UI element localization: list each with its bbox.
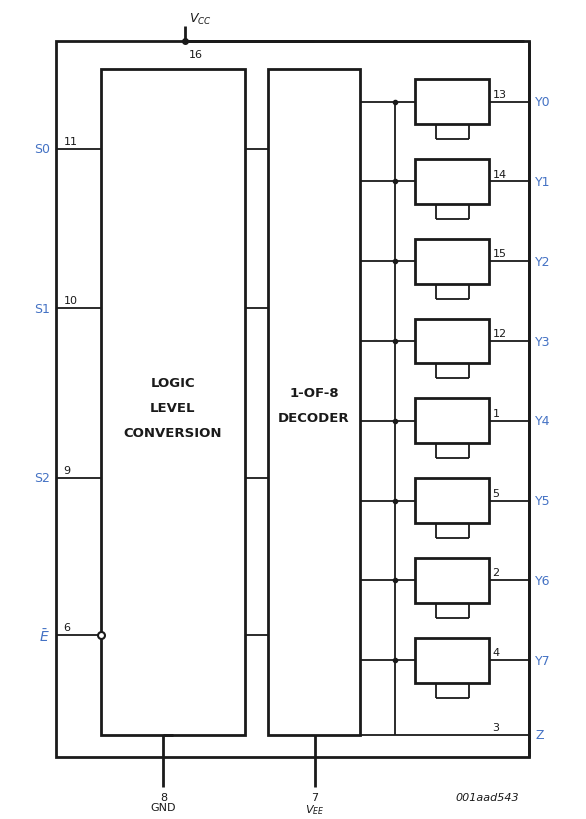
Text: 9: 9 [64, 465, 71, 475]
Text: CONVERSION: CONVERSION [124, 427, 222, 440]
Bar [415, 80, 489, 125]
Bar [415, 160, 489, 205]
Text: 11: 11 [64, 137, 77, 147]
Text: $\bar{E}$: $\bar{E}$ [39, 627, 50, 644]
Bar [101, 70, 245, 735]
Text: 7: 7 [311, 792, 319, 802]
Bar [415, 399, 489, 444]
Text: 4: 4 [492, 647, 500, 658]
Text: Y6: Y6 [536, 574, 551, 587]
Text: GND: GND [151, 802, 176, 812]
Text: Y7: Y7 [536, 654, 551, 667]
Bar [268, 70, 360, 735]
Text: 8: 8 [160, 792, 167, 802]
Text: S2: S2 [34, 472, 50, 485]
Bar [415, 319, 489, 364]
Bar [415, 638, 489, 683]
Text: Y4: Y4 [536, 415, 551, 428]
Text: Y3: Y3 [536, 335, 551, 348]
Text: 10: 10 [64, 296, 77, 305]
Text: 15: 15 [492, 249, 506, 259]
Text: 3: 3 [492, 722, 499, 732]
Text: 6: 6 [64, 622, 71, 632]
Text: 16: 16 [189, 50, 203, 60]
Text: 13: 13 [492, 89, 506, 100]
Text: Y0: Y0 [536, 96, 551, 109]
Text: $V_{EE}$: $V_{EE}$ [305, 802, 325, 816]
Text: Z: Z [536, 729, 544, 741]
Bar [56, 42, 529, 757]
Text: DECODER: DECODER [278, 412, 350, 425]
Text: S1: S1 [34, 302, 50, 315]
Text: 001aad543: 001aad543 [456, 792, 519, 802]
Text: LEVEL: LEVEL [150, 402, 196, 415]
Text: 5: 5 [492, 488, 499, 498]
Bar [415, 478, 489, 523]
Bar [415, 239, 489, 284]
Text: LOGIC: LOGIC [151, 377, 195, 390]
Text: S0: S0 [33, 143, 50, 156]
Text: 14: 14 [492, 170, 506, 179]
Text: 12: 12 [492, 328, 506, 338]
Text: Y1: Y1 [536, 176, 551, 188]
Bar [415, 559, 489, 603]
Text: $V_{CC}$: $V_{CC}$ [189, 12, 212, 27]
Text: Y5: Y5 [536, 495, 551, 508]
Text: 2: 2 [492, 568, 500, 577]
Text: 1: 1 [492, 409, 499, 419]
Text: Y2: Y2 [536, 256, 551, 269]
Text: 1-OF-8: 1-OF-8 [289, 387, 339, 400]
